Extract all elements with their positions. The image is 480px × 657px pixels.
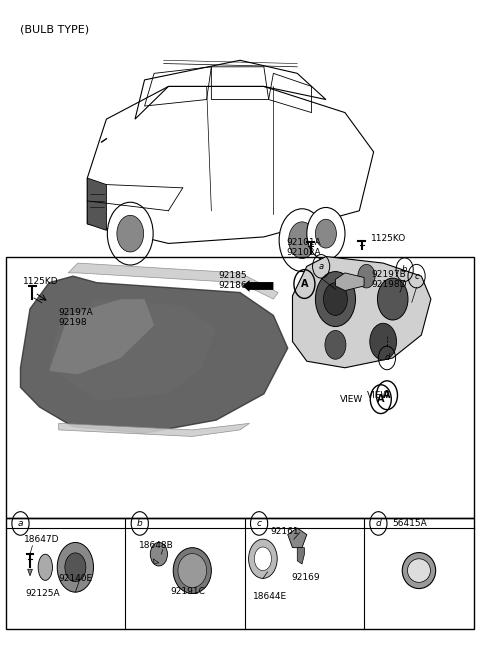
Text: b: b — [402, 265, 408, 274]
Circle shape — [279, 209, 325, 271]
Text: d: d — [375, 519, 381, 528]
Circle shape — [57, 543, 94, 592]
Polygon shape — [153, 559, 159, 564]
Text: A: A — [377, 394, 384, 404]
Text: A: A — [383, 390, 391, 400]
Text: 92197A
92198: 92197A 92198 — [59, 307, 94, 327]
Polygon shape — [68, 263, 278, 299]
Circle shape — [324, 283, 348, 315]
Circle shape — [150, 543, 168, 566]
Text: 92185
92186: 92185 92186 — [218, 271, 247, 290]
Text: 18647D: 18647D — [24, 535, 60, 543]
Text: 92140E: 92140E — [59, 574, 93, 583]
Polygon shape — [49, 299, 154, 374]
Text: a: a — [319, 262, 324, 271]
Text: 92161: 92161 — [270, 527, 299, 536]
Polygon shape — [297, 548, 304, 564]
Text: 92101A
92102A: 92101A 92102A — [287, 238, 322, 257]
Text: 92191C: 92191C — [171, 587, 205, 596]
Polygon shape — [21, 276, 288, 433]
Polygon shape — [49, 299, 216, 401]
Circle shape — [249, 539, 277, 578]
Text: A: A — [300, 279, 308, 289]
Circle shape — [325, 330, 346, 359]
Polygon shape — [87, 178, 107, 231]
Text: 18648B: 18648B — [139, 541, 174, 550]
Polygon shape — [59, 423, 250, 436]
Circle shape — [377, 278, 408, 320]
Text: 1125KD: 1125KD — [23, 277, 59, 286]
Text: (BULB TYPE): (BULB TYPE) — [21, 24, 90, 34]
Text: 92125A: 92125A — [25, 589, 60, 598]
Text: c: c — [414, 271, 419, 281]
Ellipse shape — [173, 548, 211, 593]
Circle shape — [370, 323, 396, 360]
Text: VIEW: VIEW — [340, 395, 363, 403]
Text: 1125KO: 1125KO — [371, 235, 407, 243]
Text: b: b — [137, 519, 143, 528]
Circle shape — [254, 547, 272, 570]
Circle shape — [108, 202, 153, 265]
Circle shape — [307, 208, 345, 260]
Circle shape — [315, 219, 336, 248]
Polygon shape — [288, 528, 307, 548]
Text: c: c — [257, 519, 262, 528]
Text: d: d — [384, 353, 390, 363]
Ellipse shape — [408, 559, 431, 582]
Circle shape — [117, 215, 144, 252]
Circle shape — [358, 264, 375, 288]
Text: 92197B
92198D: 92197B 92198D — [371, 270, 407, 289]
Text: a: a — [18, 519, 23, 528]
Polygon shape — [336, 273, 364, 290]
Ellipse shape — [402, 553, 436, 589]
Circle shape — [65, 553, 86, 581]
Ellipse shape — [38, 555, 52, 580]
FancyArrow shape — [242, 280, 274, 292]
Ellipse shape — [178, 554, 206, 587]
Circle shape — [315, 271, 356, 327]
Text: 92169: 92169 — [291, 573, 320, 581]
Text: 56415A: 56415A — [392, 519, 427, 528]
Circle shape — [288, 222, 315, 258]
Text: VIEW: VIEW — [366, 391, 390, 399]
Text: 18644E: 18644E — [253, 592, 287, 601]
Polygon shape — [292, 256, 431, 368]
Polygon shape — [28, 569, 33, 576]
